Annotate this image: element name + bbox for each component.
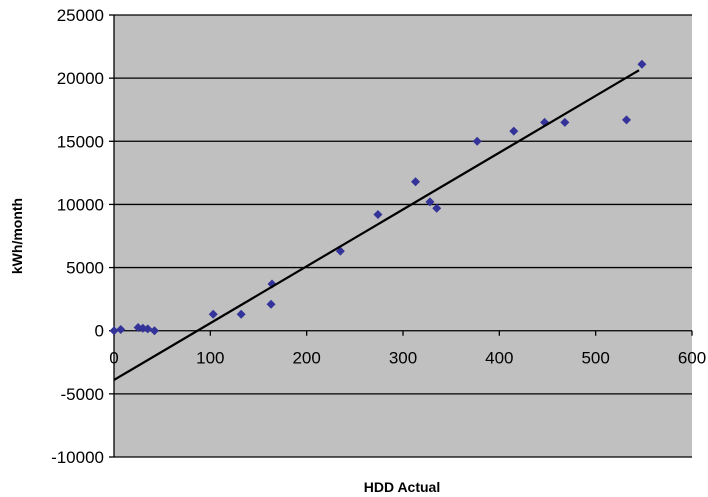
x-tick-label: 300	[389, 349, 417, 368]
y-tick-label: 10000	[57, 195, 104, 214]
y-tick-label: 5000	[66, 259, 104, 278]
gridlines	[114, 14, 692, 458]
x-tick-label: 200	[292, 349, 320, 368]
x-axis-ticks: 0 100 200 300 400 500 600	[109, 330, 706, 368]
data-point	[411, 177, 421, 187]
y-tick-label: 20000	[57, 69, 104, 88]
y-tick-label: 15000	[57, 132, 104, 151]
y-tick-label: 25000	[57, 6, 104, 25]
y-tick-label: -5000	[61, 385, 104, 404]
x-tick-label: 400	[485, 349, 513, 368]
data-point	[373, 210, 383, 220]
data-points	[109, 59, 647, 336]
linear-trendline	[113, 69, 640, 381]
data-point	[109, 326, 119, 336]
data-point	[472, 136, 482, 146]
data-point	[236, 309, 246, 319]
y-tick-label: -10000	[51, 448, 104, 467]
data-point	[425, 197, 435, 207]
data-point	[560, 117, 570, 127]
x-tick-label: 600	[678, 349, 706, 368]
data-point	[621, 115, 631, 125]
x-axis-title: HDD Actual	[364, 479, 441, 495]
x-tick-label: 500	[581, 349, 609, 368]
data-point	[509, 126, 519, 136]
plot-area	[114, 15, 692, 457]
data-point	[637, 59, 647, 69]
y-axis-ticks: -10000 -5000 0 5000 10000 15000 20000 25000	[51, 6, 114, 467]
data-point	[143, 324, 153, 334]
x-tick-label: 0	[109, 349, 118, 368]
data-point	[149, 326, 159, 336]
data-point	[432, 203, 442, 213]
data-point	[116, 324, 126, 334]
y-tick-label: 0	[95, 322, 104, 341]
y-axis-title: kWh/month	[9, 198, 25, 274]
x-tick-label: 100	[196, 349, 224, 368]
data-point	[208, 309, 218, 319]
data-point	[266, 299, 276, 309]
